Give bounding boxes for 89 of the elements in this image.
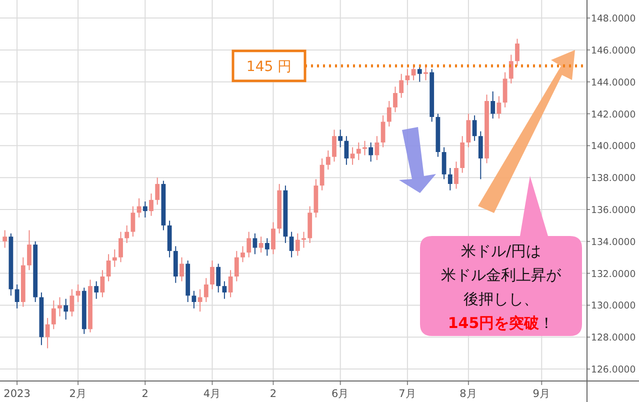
candlestick	[124, 224, 130, 244]
x-tick-label: 2	[270, 388, 277, 400]
y-tick-label: 140.0000	[591, 141, 636, 152]
candlestick	[27, 230, 32, 271]
y-tick-label: 142.0000	[591, 109, 636, 120]
y-tick-label: 134.0000	[591, 236, 636, 248]
candlestick	[332, 129, 336, 162]
candlestick	[155, 177, 160, 206]
candlestick	[222, 280, 227, 300]
y-tick-label: 148.0000	[591, 14, 636, 25]
candlestick	[130, 206, 136, 238]
candlestick	[204, 278, 208, 303]
callout: 米ドル/円は米ドル金利上昇が後押しし、145円を突破！	[420, 176, 582, 336]
candlestick	[448, 168, 452, 191]
candlestick	[320, 158, 324, 191]
y-tick-label: 144.0000	[591, 77, 636, 88]
candlestick	[94, 280, 99, 300]
candlestick	[192, 290, 196, 309]
candlestick	[70, 288, 74, 317]
candlestick	[338, 129, 343, 148]
candlestick	[76, 284, 80, 303]
y-tick-label: 138.0000	[591, 173, 636, 184]
candlestick	[216, 263, 221, 293]
candlestick	[180, 256, 184, 282]
candlestick	[58, 296, 62, 317]
candlestick	[136, 198, 142, 218]
candlestick	[380, 114, 386, 148]
candlestick	[508, 54, 514, 84]
x-tick-label: 9月	[532, 388, 550, 400]
candlestick	[240, 246, 245, 263]
candlestick	[368, 142, 374, 162]
x-tick-label: 7月	[398, 388, 416, 400]
y-tick-label: 128.0000	[591, 332, 636, 344]
candlestick	[478, 130, 483, 180]
candlestick	[258, 236, 264, 254]
x-tick-label: 4月	[203, 388, 222, 400]
candlestick	[228, 270, 233, 298]
candlestick	[210, 260, 214, 290]
candlestick	[64, 298, 68, 320]
candlestick	[515, 38, 520, 66]
candlestick	[350, 146, 355, 166]
candlestick	[490, 90, 496, 120]
candlestick	[502, 72, 508, 108]
candlestick	[142, 201, 148, 218]
y-tick-label: 130.0000	[591, 300, 636, 312]
candlestick	[424, 65, 428, 81]
candlestick	[344, 136, 349, 166]
candlestick	[100, 270, 105, 298]
candlestick	[149, 193, 154, 216]
y-tick-label: 146.0000	[591, 45, 636, 56]
candlestick	[417, 65, 422, 82]
x-tick-label: 8月	[460, 388, 478, 400]
x-tick-label: 2月	[69, 388, 87, 400]
candlestick	[198, 288, 202, 312]
candlestick	[2, 230, 8, 248]
y-tick-label: 132.0000	[591, 268, 636, 280]
candlestick	[295, 232, 300, 256]
candlestick	[112, 248, 117, 268]
candlestick	[271, 222, 276, 255]
y-tick-label: 136.0000	[591, 204, 636, 216]
candlestick	[14, 284, 20, 309]
candlestick	[45, 317, 50, 349]
candlestick	[466, 113, 471, 148]
candlestick	[393, 86, 398, 113]
candlestick	[405, 68, 410, 86]
candlestick	[442, 146, 446, 180]
candlestick	[454, 161, 458, 190]
candlestick	[362, 140, 367, 156]
candlestick	[386, 100, 392, 128]
annotation: 米ドル/円は米ドル金利上昇が後押しし、145円を突破！	[441, 242, 562, 332]
candlestick	[106, 254, 111, 282]
candlestick	[399, 73, 404, 98]
candlestick	[118, 231, 123, 263]
candlestick	[496, 96, 502, 120]
candlestick	[51, 300, 56, 330]
ref-line-label: 145 円	[246, 58, 292, 75]
candlestick	[252, 232, 258, 255]
candlestick	[289, 231, 294, 258]
y-tick-label: 126.0000	[591, 364, 636, 376]
x-tick-label: 2023	[4, 388, 30, 400]
candlestick	[302, 231, 306, 248]
candlestick	[246, 231, 252, 258]
x-tick-label: 2	[142, 388, 148, 400]
candlestick	[356, 142, 361, 161]
candlestick	[264, 238, 270, 256]
candlestick	[472, 114, 477, 142]
x-tick-label: 6月	[332, 388, 350, 400]
candlestick	[234, 250, 239, 282]
candlestick	[326, 150, 330, 170]
